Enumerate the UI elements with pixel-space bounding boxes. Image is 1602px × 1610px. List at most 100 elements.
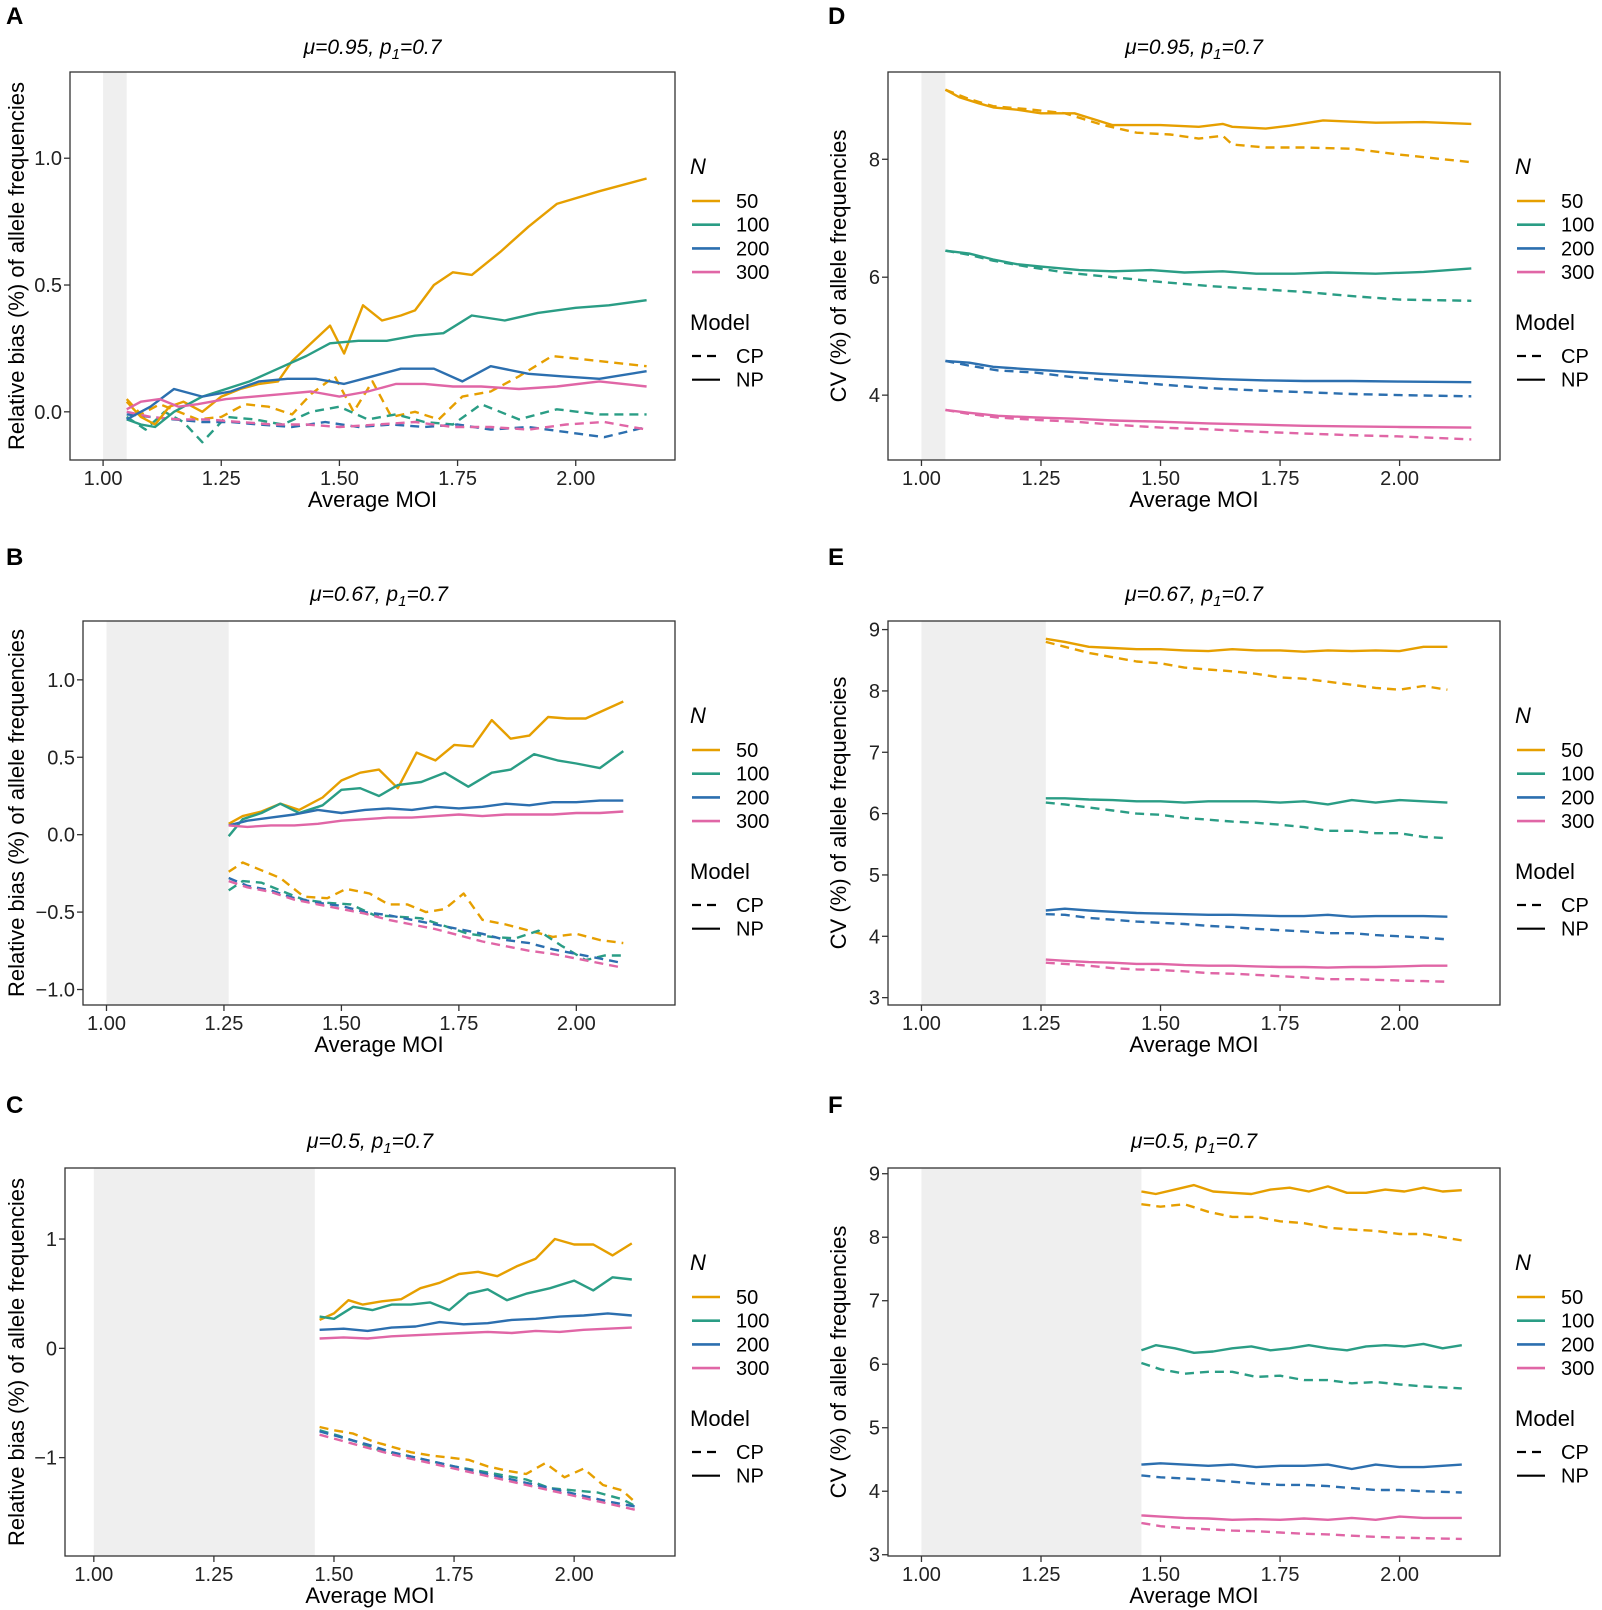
y-axis-title: CV (%) of allele frequencies	[826, 677, 851, 950]
legend-title-n: N	[690, 1250, 706, 1275]
y-tick-label: 9	[869, 1164, 880, 1186]
legend-label-100: 100	[736, 215, 769, 237]
legend-label-np: NP	[1561, 370, 1589, 392]
plot-frame	[887, 71, 1501, 461]
legend-label-300: 300	[1561, 262, 1594, 284]
y-tick-label: 0.5	[47, 747, 75, 769]
legend-label-300: 300	[736, 811, 769, 833]
series-line-cp-50	[319, 1425, 638, 1505]
legend-title-n: N	[1515, 703, 1531, 728]
x-tick-label: 1.00	[902, 1013, 941, 1035]
y-tick-label: 9	[869, 620, 880, 642]
series-group	[944, 88, 1472, 441]
series-line-np-200	[319, 1312, 632, 1333]
series-line-cp-100	[126, 403, 647, 444]
y-tick-label: 6	[869, 1354, 880, 1376]
legend-title-model: Model	[1515, 310, 1575, 335]
y-tick-label: 0.0	[47, 825, 75, 847]
y-tick-label: 7	[869, 1291, 880, 1313]
x-tick-label: 1.50	[315, 1564, 354, 1586]
series-group	[227, 700, 625, 969]
legend-title-model: Model	[690, 310, 750, 335]
legend-label-cp: CP	[1561, 346, 1589, 368]
x-tick-label: 1.25	[1022, 1013, 1061, 1035]
series-line-cp-50	[1045, 640, 1448, 691]
x-tick-label: 1.50	[322, 1013, 361, 1035]
legend-label-200: 200	[736, 1334, 769, 1356]
shaded-region	[921, 72, 946, 460]
plot-area	[888, 72, 1500, 460]
shaded-region	[921, 621, 1046, 1005]
series-line-np-300	[1141, 1514, 1462, 1522]
chart-title: μ=0.67, p1=0.7	[1124, 583, 1264, 610]
series-line-cp-100	[1141, 1361, 1462, 1390]
series-line-cp-200	[1141, 1474, 1462, 1494]
chart-title: μ=0.5, p1=0.7	[1130, 1130, 1258, 1157]
legend-label-100: 100	[736, 1311, 769, 1333]
legend-title-n: N	[690, 154, 706, 179]
legend-label-50: 50	[736, 1287, 758, 1309]
series-line-cp-200	[228, 876, 624, 965]
legend-label-np: NP	[736, 1466, 764, 1488]
x-tick-label: 2.00	[556, 468, 595, 490]
series-line-cp-300	[1141, 1521, 1462, 1541]
x-tick-label: 1.00	[84, 468, 123, 490]
x-tick-label: 1.00	[74, 1564, 113, 1586]
panel-letter: E	[828, 544, 844, 571]
series-line-cp-300	[1045, 961, 1448, 983]
legend-label-300: 300	[736, 1358, 769, 1380]
x-tick-label: 1.75	[439, 1013, 478, 1035]
series-line-cp-200	[126, 413, 647, 439]
legend-title-model: Model	[690, 1406, 750, 1431]
y-tick-label: 1.0	[47, 670, 75, 692]
series-line-np-300	[126, 380, 647, 411]
y-tick-label: 4	[869, 1481, 880, 1503]
legend-label-200: 200	[736, 787, 769, 809]
series-group	[1140, 1183, 1462, 1541]
legend-label-50: 50	[1561, 740, 1583, 762]
legend-label-50: 50	[1561, 1287, 1583, 1309]
legend-title-n: N	[1515, 154, 1531, 179]
chart-title: μ=0.95, p1=0.7	[1124, 36, 1264, 63]
series-line-np-50	[125, 177, 647, 426]
y-axis-title: CV (%) of allele frequencies	[826, 130, 851, 403]
series-line-np-50	[1045, 637, 1448, 653]
legend-label-200: 200	[736, 238, 769, 260]
series-line-np-100	[945, 249, 1472, 275]
y-tick-label: 6	[869, 804, 880, 826]
series-line-cp-200	[945, 359, 1472, 398]
series-line-cp-300	[945, 408, 1472, 441]
y-tick-label: 5	[869, 1418, 880, 1440]
y-tick-label: 0.5	[34, 275, 62, 297]
legend-title-n: N	[690, 703, 706, 728]
panel-letter: A	[6, 3, 23, 30]
y-tick-label: 3	[869, 1545, 880, 1567]
chart-title: μ=0.67, p1=0.7	[309, 583, 449, 610]
series-line-np-100	[227, 750, 625, 837]
series-line-np-50	[944, 88, 1472, 130]
x-axis-title: Average MOI	[305, 1583, 434, 1608]
series-line-np-50	[319, 1237, 633, 1321]
x-tick-label: 1.75	[438, 468, 477, 490]
panel-letter: F	[828, 1092, 843, 1119]
y-tick-label: 1	[46, 1229, 57, 1251]
series-line-np-50	[1141, 1183, 1462, 1196]
plot-frame	[64, 1167, 676, 1557]
legend-label-np: NP	[736, 370, 764, 392]
panel-f: Fμ=0.5, p1=0.7 1.00 1.25 1.50 1.75 2.00 3 4 5 6 7 8…	[826, 1092, 1594, 1608]
legend-label-np: NP	[736, 919, 764, 941]
legend-title-model: Model	[1515, 1406, 1575, 1431]
series-line-cp-50	[125, 354, 647, 421]
shaded-region	[93, 1168, 315, 1556]
y-tick-label: 1.0	[34, 148, 62, 170]
x-tick-label: 2.00	[1380, 1564, 1419, 1586]
panel-letter: D	[828, 3, 845, 30]
y-tick-label: 7	[869, 742, 880, 764]
panel-e: Eμ=0.67, p1=0.7 1.00 1.25 1.50 1.75 2.00 3 4 5 6 7…	[826, 544, 1594, 1057]
x-tick-label: 2.00	[1380, 468, 1419, 490]
series-line-np-100	[1045, 797, 1448, 806]
